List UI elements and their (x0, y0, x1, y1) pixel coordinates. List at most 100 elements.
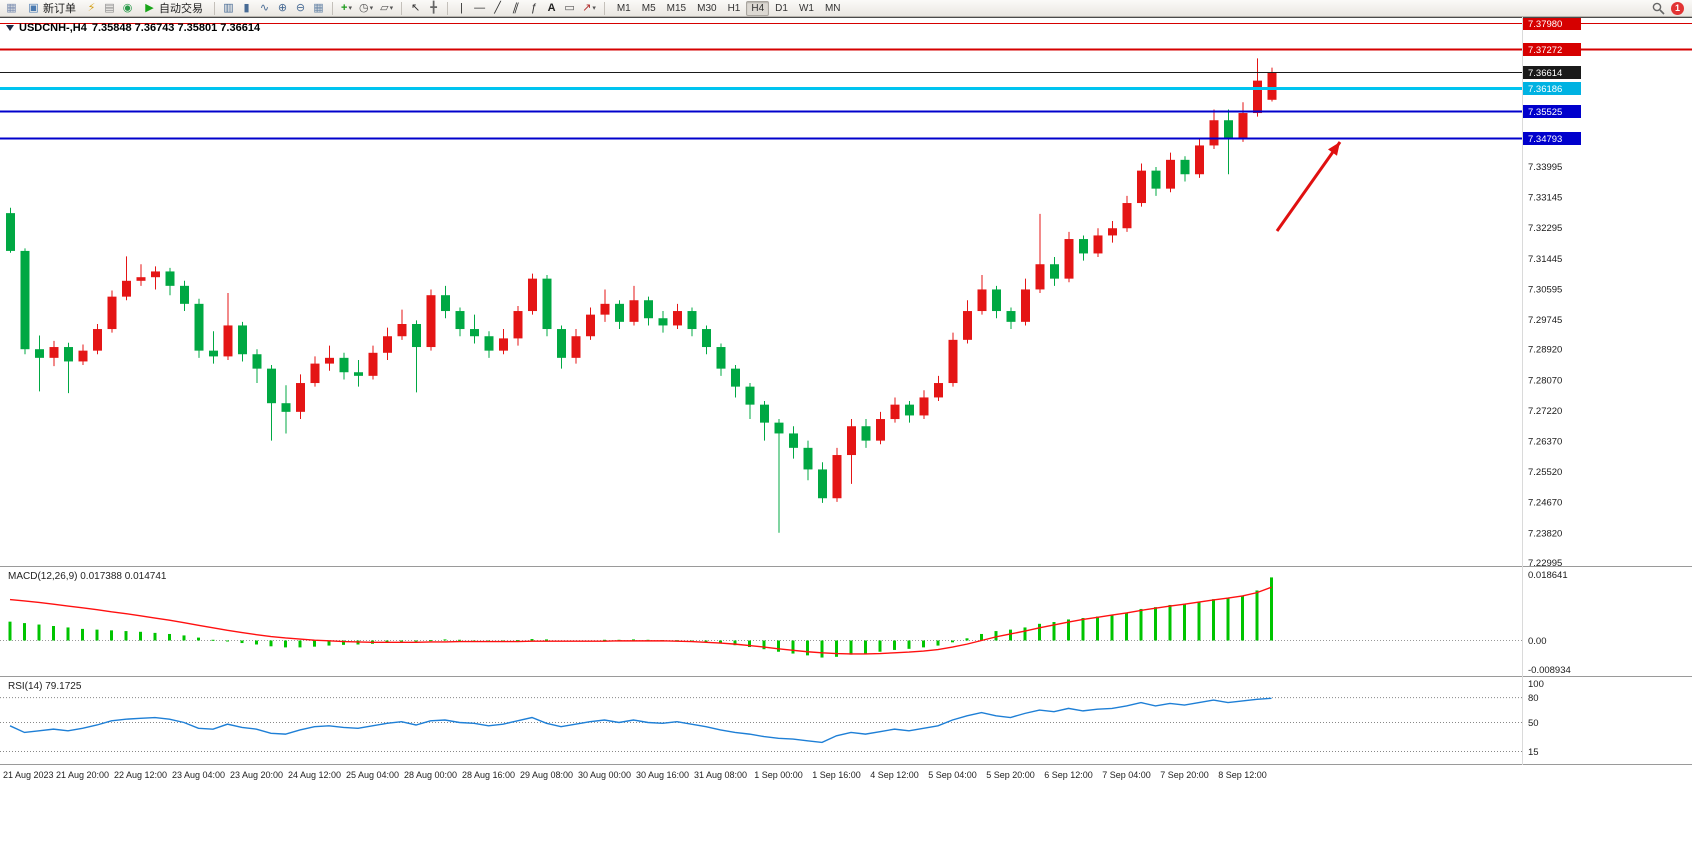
time-label: 5 Sep 20:00 (986, 770, 1035, 780)
candle (180, 280, 189, 312)
print-icon[interactable]: ▤ (104, 1, 115, 14)
tf-button-M30[interactable]: M30 (697, 2, 717, 14)
macd-bar (211, 639, 215, 641)
macd-pane[interactable]: 0.018641 0.00 -0.008934 (0, 569, 1692, 676)
macd-bar (1168, 604, 1172, 641)
tf-button-W1[interactable]: W1 (798, 2, 814, 14)
macd-bar (632, 639, 635, 641)
macd-bar (849, 640, 853, 655)
tf-button-D1[interactable]: D1 (775, 2, 788, 14)
macd-bar (951, 640, 954, 643)
autotrading-button[interactable]: ▶ 自动交易 (139, 1, 207, 16)
periods-dropdown[interactable]: ◷ ▾ (359, 1, 374, 14)
candle (1021, 278, 1030, 326)
time-label: 28 Aug 16:00 (461, 770, 516, 780)
candle (238, 321, 247, 362)
horizontal-line-icon[interactable]: — (474, 1, 486, 14)
candle (252, 349, 262, 384)
rsi-pane[interactable]: 100 80 50 15 (0, 679, 1692, 764)
macd-bar (922, 640, 925, 648)
chevron-down-icon: ▾ (592, 4, 596, 12)
candle (644, 296, 653, 326)
candle (122, 256, 131, 301)
search-icon[interactable] (1651, 1, 1666, 16)
tf-button-H4[interactable]: H4 (746, 0, 770, 16)
main-chart[interactable]: 7.33995 7.33145 7.32295 7.31445 7.30595 7.297… (0, 17, 1692, 566)
macd-bar (1110, 615, 1114, 641)
price-badge (1523, 43, 1581, 56)
bars-chart-icon[interactable]: ▥ (223, 1, 234, 14)
macd-bar (81, 628, 84, 641)
candle (441, 285, 450, 319)
indicators-dropdown[interactable]: + ▾ (341, 1, 352, 14)
candle (325, 345, 334, 371)
tf-button-M1[interactable]: M1 (616, 2, 631, 14)
tf-button-H1[interactable]: H1 (727, 2, 741, 14)
rsi-axis-label: 80 (1528, 693, 1539, 704)
zoom-out-icon[interactable]: ⊖ (295, 1, 306, 14)
tf-button-M15[interactable]: M15 (666, 2, 687, 14)
price-tick-label: 7.26370 (1528, 437, 1562, 448)
macd-bar (733, 640, 737, 646)
candle (861, 419, 871, 448)
macd-bar (168, 633, 171, 641)
templates-dropdown[interactable]: ▱ ▾ (380, 1, 394, 14)
symbol-menu-icon[interactable] (6, 25, 14, 31)
candle (296, 374, 305, 420)
new-order-label: 新订单 (43, 3, 76, 15)
time-label: 24 Aug 12:00 (287, 770, 342, 780)
candle (64, 342, 73, 394)
price-tick-label: 7.29745 (1528, 315, 1562, 326)
text-label-icon[interactable]: ▭ (564, 1, 575, 14)
macd-bar (907, 640, 911, 649)
fibonacci-icon[interactable]: ƒ (530, 1, 537, 14)
candle (745, 383, 755, 420)
candle (832, 447, 842, 502)
pane-splitter[interactable] (0, 676, 1692, 679)
tile-windows-icon[interactable]: ▦ (313, 1, 324, 14)
text-icon[interactable]: A (547, 1, 556, 14)
candle (687, 307, 697, 337)
channel-icon[interactable]: ∥ (511, 1, 521, 14)
metaeditor-icon[interactable]: ⚡ (87, 1, 96, 14)
ohlc-values: 7.35848 7.36743 7.35801 7.36614 (91, 22, 261, 34)
macd-bar (414, 640, 418, 642)
macd-axis-label: 0.00 (1528, 636, 1547, 647)
notification-badge[interactable]: 1 (1671, 1, 1684, 15)
tf-button-M5[interactable]: M5 (641, 2, 656, 14)
price-badge (1523, 18, 1581, 30)
macd-bar (762, 640, 766, 650)
macd-bar (458, 639, 461, 641)
line-chart-icon[interactable]: ∿ (259, 1, 270, 14)
macd-bar (980, 633, 983, 641)
zoom-in-icon[interactable]: ⊕ (277, 1, 288, 14)
price-tick-label: 7.28920 (1528, 345, 1562, 356)
macd-bar (1197, 601, 1201, 641)
candle (948, 332, 958, 387)
cursor-icon[interactable]: ↖ (411, 1, 421, 14)
arrow-objects-dropdown[interactable]: ↗ ▾ (582, 1, 596, 14)
crosshair-icon[interactable]: ╋ (430, 1, 437, 14)
tf-button-MN[interactable]: MN (824, 2, 841, 14)
price-tick-label: 7.23820 (1528, 528, 1562, 539)
time-label: 7 Sep 04:00 (1102, 770, 1151, 780)
macd-bar (878, 640, 882, 652)
candle (658, 311, 668, 333)
candle (165, 267, 175, 296)
rsi-label: RSI(14) 79.1725 (8, 681, 82, 692)
macd-bar (298, 640, 302, 648)
new-chart-icon[interactable]: ▦ (6, 1, 17, 14)
trendline-icon[interactable]: ╱ (494, 1, 501, 14)
pane-splitter[interactable] (0, 566, 1692, 569)
time-axis[interactable]: 21 Aug 2023 21 Aug 20:00 22 Aug 12:00 23 Au… (0, 766, 1692, 786)
market-watch-icon[interactable]: ◉ (122, 1, 133, 14)
candle (600, 289, 610, 322)
candle (455, 307, 465, 337)
macd-bar (284, 640, 287, 648)
price-tick-label: 7.28070 (1528, 375, 1562, 386)
candlestick-chart-icon[interactable]: ▮ (243, 1, 250, 14)
vertical-line-icon[interactable]: | (460, 1, 464, 14)
trend-arrow[interactable] (1275, 141, 1342, 232)
new-order-button[interactable]: ▣ 新订单 (23, 1, 80, 16)
